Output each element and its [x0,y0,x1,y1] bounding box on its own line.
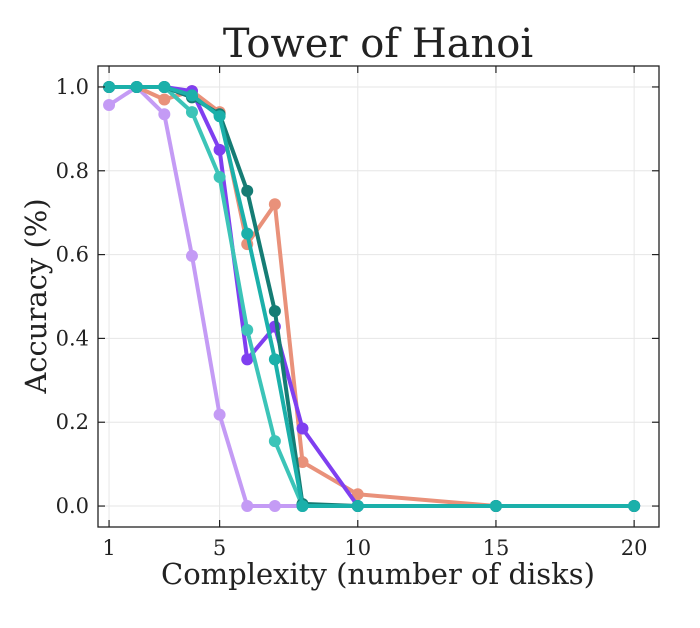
data-point [158,108,171,121]
data-point [351,500,364,513]
data-point [185,249,198,262]
series-5 [103,80,641,513]
y-tick-label: 0.4 [56,326,89,350]
data-point [241,324,254,337]
data-point [268,435,281,448]
y-tick-label: 0.8 [56,159,89,183]
data-point [241,500,254,513]
data-point [185,89,198,102]
x-tick-label: 1 [102,536,115,560]
data-point [158,93,171,106]
series-line [107,85,637,508]
y-tick-label: 0.2 [56,410,89,434]
y-tick-label: 1.0 [56,75,89,99]
series-6 [103,80,641,513]
data-point [628,500,641,513]
chart-title: Tower of Hanoi [223,21,533,67]
data-point [296,456,309,469]
data-point [185,106,198,119]
data-point [296,422,309,435]
x-tick-label: 5 [213,536,226,560]
data-point [130,80,143,93]
x-tick-label: 10 [344,536,371,560]
x-tick-label: 15 [483,536,510,560]
series-3 [103,80,641,513]
data-point [351,488,364,501]
data-point [296,500,309,513]
series-group [103,80,641,513]
series-4 [103,80,641,513]
data-point [213,143,226,156]
data-point [241,227,254,240]
plot-frame [97,65,660,528]
data-point [213,171,226,184]
series-line [107,85,637,508]
y-tick-label: 0.0 [56,494,89,518]
grid-lines [98,66,659,527]
axis-ticks: 1 5 10 15 200.00.20.40.60.81.0 [56,66,659,560]
data-point [213,110,226,123]
y-tick-label: 0.6 [56,243,89,267]
data-point [241,353,254,366]
data-point [489,500,502,513]
series-line [107,85,637,508]
series-line [107,85,637,508]
y-axis-label: Accuracy (%) [19,198,53,394]
data-point [158,80,171,93]
series-line [107,85,637,508]
data-point [241,184,254,197]
data-point [103,98,116,111]
data-point [268,305,281,318]
data-point [103,80,116,93]
x-tick-label: 20 [621,536,648,560]
series-line [107,85,637,508]
series-2 [103,80,641,513]
series-1 [103,80,641,513]
x-axis-label: Complexity (number of disks) [161,557,595,591]
data-point [268,198,281,211]
data-point [268,353,281,366]
data-point [213,408,226,421]
data-point [268,500,281,513]
